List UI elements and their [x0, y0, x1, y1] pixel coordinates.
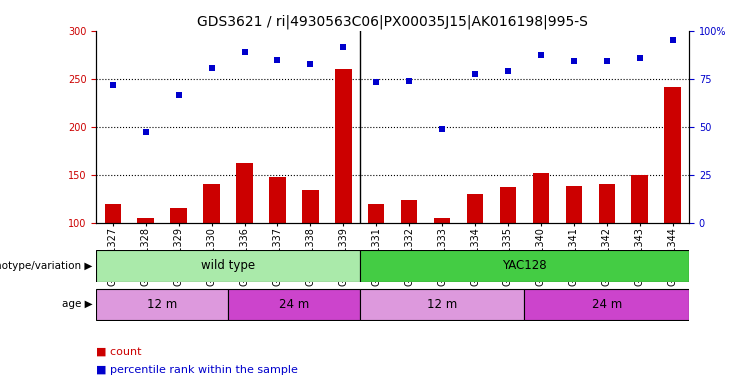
Bar	[96, 289, 228, 320]
Bar	[360, 250, 689, 281]
Bar	[138, 218, 154, 223]
Text: wild type: wild type	[201, 260, 255, 272]
Text: ■ percentile rank within the sample: ■ percentile rank within the sample	[96, 365, 298, 375]
Text: 24 m: 24 m	[591, 298, 622, 311]
Bar	[104, 204, 121, 223]
Point	[667, 37, 679, 43]
Point	[502, 68, 514, 74]
Bar	[499, 187, 516, 223]
Point	[271, 56, 283, 63]
Point	[469, 71, 481, 77]
Bar	[368, 204, 385, 223]
Bar	[269, 177, 286, 223]
Bar	[525, 289, 689, 320]
Point	[206, 65, 218, 71]
Point	[403, 78, 415, 84]
Bar	[434, 218, 451, 223]
Point	[370, 79, 382, 85]
Bar	[665, 88, 681, 223]
Point	[601, 58, 613, 65]
Point	[337, 44, 349, 50]
Point	[634, 55, 645, 61]
Bar	[203, 184, 220, 223]
Bar	[631, 175, 648, 223]
Bar	[335, 69, 351, 223]
Point	[436, 126, 448, 132]
Bar	[170, 208, 187, 223]
Text: genotype/variation ▶: genotype/variation ▶	[0, 261, 93, 271]
Bar	[96, 250, 360, 281]
Bar	[228, 289, 360, 320]
Bar	[533, 173, 549, 223]
Point	[535, 52, 547, 58]
Text: age ▶: age ▶	[62, 299, 93, 310]
Point	[140, 129, 152, 135]
Bar	[302, 190, 319, 223]
Point	[568, 58, 579, 65]
Bar	[565, 186, 582, 223]
Point	[107, 83, 119, 89]
Text: 24 m: 24 m	[279, 298, 309, 311]
Text: 12 m: 12 m	[147, 298, 177, 311]
Point	[305, 61, 316, 68]
Point	[239, 49, 250, 55]
Bar	[599, 184, 615, 223]
Bar	[360, 289, 525, 320]
Title: GDS3621 / ri|4930563C06|PX00035J15|AK016198|995-S: GDS3621 / ri|4930563C06|PX00035J15|AK016…	[197, 14, 588, 29]
Bar	[467, 194, 483, 223]
Bar	[236, 163, 253, 223]
Text: YAC128: YAC128	[502, 260, 547, 272]
Text: 12 m: 12 m	[427, 298, 457, 311]
Bar	[401, 200, 417, 223]
Point	[173, 92, 185, 98]
Text: ■ count: ■ count	[96, 346, 142, 356]
